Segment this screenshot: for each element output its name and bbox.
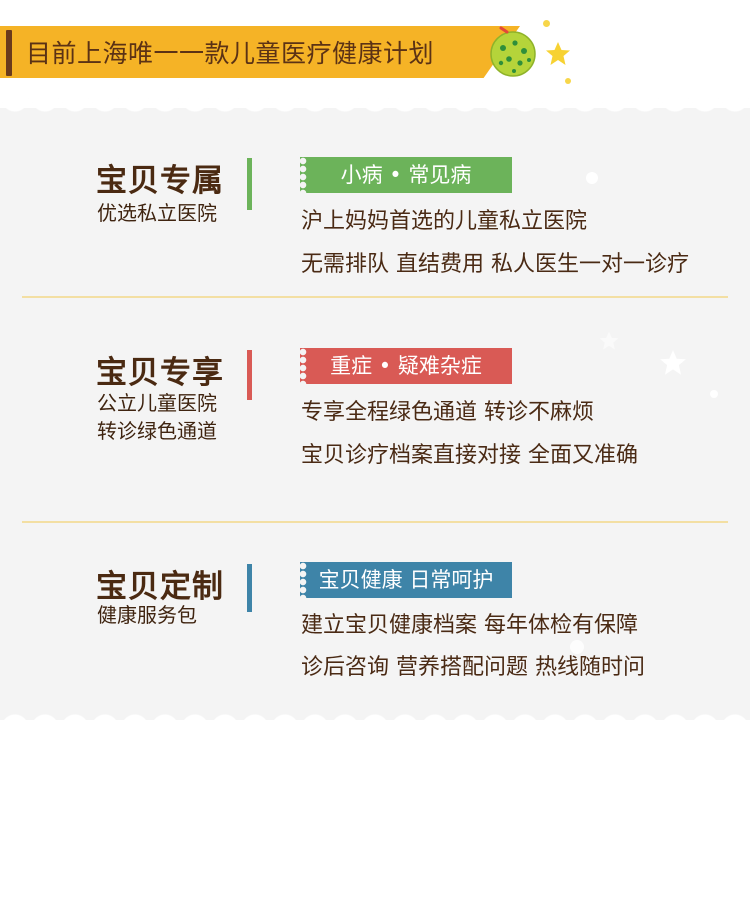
- section-divider: [22, 521, 728, 523]
- decor-dot: [543, 20, 550, 27]
- plan-subtitle: 公立儿童医院: [97, 391, 217, 415]
- panel-scallop-top: [0, 98, 750, 118]
- star-icon: [546, 42, 570, 65]
- plan-accent-bar: [247, 564, 252, 612]
- ball-icon: [490, 26, 536, 77]
- decor-glow: [586, 172, 598, 184]
- plan-tag: 小病 • 常见病: [300, 157, 512, 193]
- section-divider: [22, 296, 728, 298]
- decor-star-icon: [660, 350, 686, 375]
- plan-title: 宝贝专属: [96, 163, 224, 199]
- panel-scallop-bottom: [0, 708, 750, 728]
- plan-tag-label: 小病 • 常见病: [340, 163, 472, 187]
- plans-panel: [0, 108, 750, 720]
- plan-accent-bar: [247, 350, 252, 400]
- plan-subtitle: 转诊绿色通道: [97, 419, 217, 443]
- plan-feature-line: 宝贝诊疗档案直接对接 全面又准确: [301, 443, 638, 468]
- plan-tag: 宝贝健康 日常呵护: [300, 562, 512, 598]
- decor-star-icon: [599, 331, 619, 350]
- plan-feature-line: 沪上妈妈首选的儿童私立医院: [301, 209, 588, 234]
- header-banner: [0, 26, 520, 78]
- plan-tag: 重症 • 疑难杂症: [300, 348, 512, 384]
- decor-glow: [710, 390, 718, 398]
- plan-feature-line: 专享全程绿色通道 转诊不麻烦: [301, 400, 594, 425]
- plan-title: 宝贝定制: [96, 569, 224, 605]
- plan-accent-bar: [247, 158, 252, 210]
- decor-dot: [496, 18, 501, 23]
- plan-feature-line: 诊后咨询 营养搭配问题 热线随时问: [301, 655, 645, 680]
- plan-subtitle: 健康服务包: [97, 603, 197, 627]
- decor-glow: [570, 640, 584, 654]
- plan-feature-line: 无需排队 直结费用 私人医生一对一诊疗: [301, 252, 689, 277]
- page-title: 目前上海唯一一款儿童医疗健康计划: [26, 39, 435, 68]
- decor-dot: [565, 78, 571, 84]
- plan-feature-line: 建立宝贝健康档案 每年体检有保障: [301, 613, 638, 638]
- plan-title: 宝贝专享: [96, 355, 224, 391]
- header-accent-bar: [6, 30, 12, 76]
- plan-tag-label: 宝贝健康 日常呵护: [318, 568, 494, 592]
- plan-tag-label: 重症 • 疑难杂症: [330, 354, 482, 378]
- plan-subtitle: 优选私立医院: [97, 201, 217, 225]
